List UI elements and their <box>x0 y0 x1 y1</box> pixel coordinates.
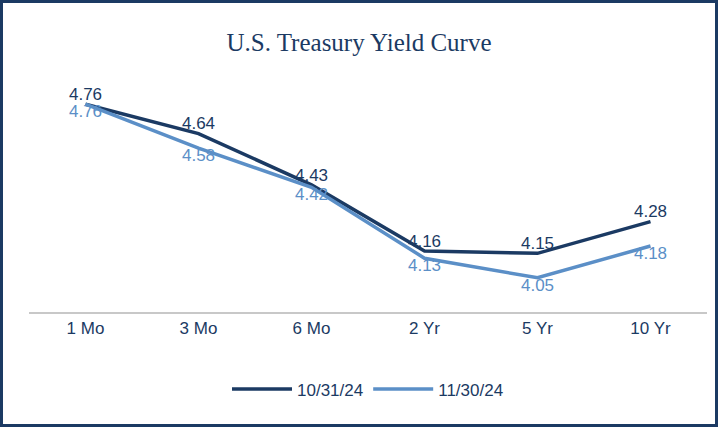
svg-text:4.58: 4.58 <box>182 146 215 165</box>
svg-text:2 Yr: 2 Yr <box>409 319 440 338</box>
svg-text:4.28: 4.28 <box>634 202 667 221</box>
svg-text:11/30/24: 11/30/24 <box>438 381 503 400</box>
svg-text:4.15: 4.15 <box>521 234 554 253</box>
svg-text:4.13: 4.13 <box>408 256 441 275</box>
svg-text:4.05: 4.05 <box>521 276 554 295</box>
svg-text:4.76: 4.76 <box>69 85 102 104</box>
svg-text:4.76: 4.76 <box>69 102 102 121</box>
svg-text:U.S. Treasury Yield Curve: U.S. Treasury Yield Curve <box>226 29 491 56</box>
svg-text:4.16: 4.16 <box>408 232 441 251</box>
svg-text:5 Yr: 5 Yr <box>522 319 553 338</box>
svg-text:10 Yr: 10 Yr <box>630 319 671 338</box>
svg-text:4.42: 4.42 <box>295 185 328 204</box>
svg-text:4.64: 4.64 <box>182 114 215 133</box>
svg-text:4.18: 4.18 <box>634 244 667 263</box>
svg-text:1 Mo: 1 Mo <box>67 319 105 338</box>
svg-text:6 Mo: 6 Mo <box>293 319 331 338</box>
svg-text:4.43: 4.43 <box>295 166 328 185</box>
svg-text:3 Mo: 3 Mo <box>180 319 218 338</box>
svg-text:10/31/24: 10/31/24 <box>297 381 363 400</box>
